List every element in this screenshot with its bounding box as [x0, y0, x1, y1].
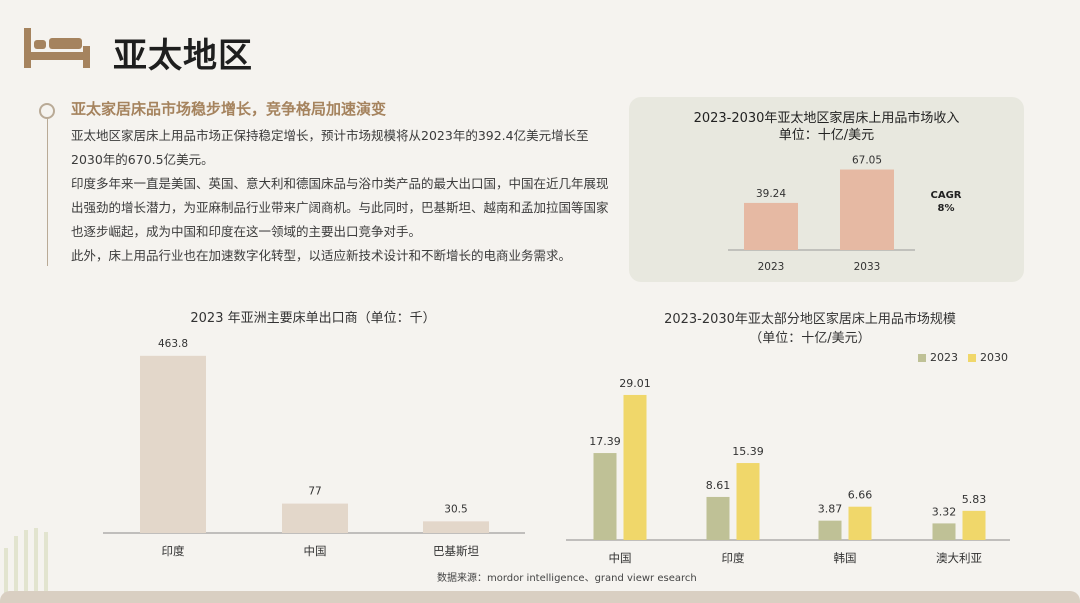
- cagr-value: 8%: [937, 203, 955, 214]
- revenue-chart-unit: 单位：十亿/美元: [778, 128, 875, 143]
- revenue-chart-card: [629, 97, 1024, 282]
- market-size-data-label: 8.61: [706, 479, 731, 492]
- market-size-bar-2030: [848, 506, 872, 540]
- market-size-tick-label: 澳大利亚: [936, 551, 982, 565]
- market-size-bar-2023: [932, 523, 956, 540]
- section-heading: 亚太家居床品市场稳步增长，竞争格局加速演变: [71, 100, 387, 118]
- bullet-line: [47, 118, 48, 266]
- exporters-bar: [423, 521, 489, 533]
- market-size-tick-label: 中国: [609, 551, 632, 565]
- exporters-tick-label: 巴基斯坦: [433, 544, 479, 558]
- market-size-data-label: 3.87: [818, 503, 843, 516]
- page-title: 亚太地区: [113, 36, 253, 76]
- summary-paragraph: 亚太地区家居床上用品市场正保持稳定增长，预计市场规模将从2023年的392.4亿…: [71, 128, 589, 167]
- market-size-bar-2023: [818, 520, 842, 540]
- market-size-data-label: 29.01: [619, 377, 651, 390]
- revenue-bar: [840, 169, 894, 250]
- summary-paragraph: 印度多年来一直是美国、英国、意大利和德国床品与浴巾类产品的最大出口国，中国在近几…: [71, 176, 609, 239]
- market-size-bar-2023: [706, 496, 730, 540]
- revenue-bar: [744, 202, 798, 250]
- exporters-chart-title: 2023 年亚洲主要床单出口商（单位：千）: [190, 311, 436, 326]
- exporters-data-label: 30.5: [444, 503, 467, 515]
- market-size-bar-2030: [962, 510, 986, 540]
- market-size-data-label: 15.39: [732, 445, 764, 458]
- market-size-chart-unit: （单位：十亿/美元）: [749, 331, 871, 346]
- exporters-tick-label: 印度: [162, 544, 185, 558]
- revenue-tick-label: 2023: [758, 261, 785, 273]
- market-size-chart-title: 2023-2030年亚太部分地区家居床上用品市场规模: [664, 312, 956, 327]
- market-size-bar-2030: [623, 394, 647, 540]
- market-size-tick-label: 印度: [722, 551, 745, 565]
- revenue-tick-label: 2033: [854, 261, 881, 273]
- bullet-circle-icon: [39, 103, 55, 119]
- summary-paragraph: 此外，床上用品行业也在加速数字化转型，以适应新技术设计和不断增长的电商业务需求。: [71, 248, 572, 263]
- cagr-label: CAGR: [930, 190, 962, 201]
- legend-swatch-2023: [918, 353, 926, 362]
- market-size-data-label: 5.83: [962, 493, 987, 506]
- market-size-bar-2030: [736, 463, 760, 540]
- market-size-data-label: 3.32: [932, 505, 957, 518]
- revenue-chart-title: 2023-2030年亚太地区家居床上用品市场收入: [693, 111, 960, 126]
- legend-swatch-2030: [968, 353, 976, 362]
- revenue-data-label: 67.05: [852, 155, 882, 167]
- legend-label-2023: 2023: [930, 351, 958, 364]
- market-size-bar-2023: [593, 453, 617, 540]
- source-note: 数据来源：mordor intelligence、grand viewr ese…: [437, 573, 697, 584]
- decorative-stripes: [4, 528, 48, 603]
- bed-icon: [24, 28, 90, 68]
- legend-label-2030: 2030: [980, 351, 1008, 364]
- market-size-tick-label: 韩国: [834, 551, 857, 565]
- decorative-bottom-band: [0, 591, 1080, 603]
- market-size-legend: 2023 2030: [918, 351, 1008, 364]
- market-size-data-label: 6.66: [848, 489, 873, 502]
- exporters-bar: [282, 503, 348, 533]
- revenue-data-label: 39.24: [756, 188, 786, 200]
- market-size-data-label: 17.39: [589, 435, 621, 448]
- exporters-tick-label: 中国: [304, 544, 327, 558]
- exporters-bar: [140, 355, 206, 533]
- exporters-data-label: 77: [308, 486, 321, 498]
- exporters-data-label: 463.8: [158, 338, 188, 350]
